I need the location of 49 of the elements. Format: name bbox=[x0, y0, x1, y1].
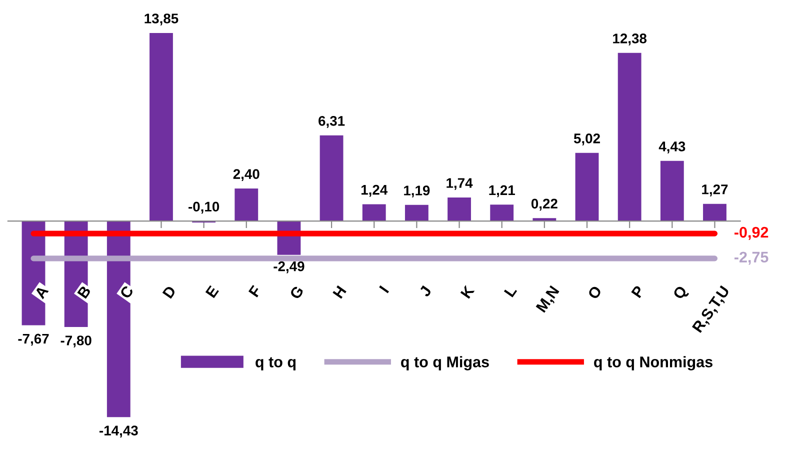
data-label: -2,49 bbox=[274, 261, 304, 274]
data-label: 1,74 bbox=[446, 178, 473, 190]
legend-label: q to q Migas bbox=[401, 356, 489, 370]
bar bbox=[575, 152, 599, 222]
x-tick-label: O bbox=[587, 285, 602, 300]
x-tick-label: D bbox=[162, 285, 176, 299]
data-label: -0,10 bbox=[188, 202, 220, 214]
data-label: -7,67 bbox=[18, 334, 49, 346]
data-label: 1,21 bbox=[489, 185, 515, 198]
data-label: 4,43 bbox=[658, 142, 686, 154]
bar bbox=[490, 204, 514, 222]
data-label: 12,38 bbox=[613, 34, 647, 46]
x-tick-label: Q bbox=[672, 285, 690, 302]
data-label: -14,43 bbox=[100, 426, 138, 438]
bar bbox=[448, 197, 471, 222]
bar bbox=[150, 32, 173, 222]
data-label: -0,92 bbox=[734, 226, 768, 240]
x-tick-label: B bbox=[77, 285, 92, 299]
x-tick-label: L bbox=[504, 284, 518, 298]
data-label: -2,75 bbox=[734, 252, 768, 265]
data-label: 5,02 bbox=[574, 134, 600, 146]
x-tick-label: G bbox=[289, 285, 304, 300]
x-tick-label: J bbox=[418, 285, 432, 298]
bar bbox=[703, 204, 726, 222]
data-label: -7,80 bbox=[60, 336, 92, 348]
data-label: 2,40 bbox=[233, 169, 260, 181]
bar bbox=[660, 160, 684, 222]
x-tick-label: I bbox=[379, 285, 389, 294]
data-label: 6,31 bbox=[318, 116, 345, 128]
data-label: 1,19 bbox=[404, 186, 430, 198]
x-tick-label: E bbox=[205, 285, 219, 298]
bar bbox=[320, 135, 344, 222]
data-label: 0,22 bbox=[531, 198, 558, 211]
x-tick-label: H bbox=[332, 285, 346, 299]
bar bbox=[362, 204, 386, 222]
legend-label: q to q Nonmigas bbox=[594, 356, 712, 370]
x-tick-label: P bbox=[631, 285, 645, 298]
bar bbox=[404, 204, 428, 222]
x-tick-label: A bbox=[34, 284, 49, 300]
x-tick-label: C bbox=[119, 284, 134, 300]
bar bbox=[618, 52, 642, 222]
bar bbox=[234, 188, 258, 222]
legend-label: q to q bbox=[256, 357, 296, 370]
x-tick-label: F bbox=[248, 285, 262, 298]
data-label: 1,24 bbox=[361, 184, 388, 197]
data-label: 13,85 bbox=[144, 14, 178, 26]
bar bbox=[106, 221, 130, 418]
data-label: 1,27 bbox=[702, 184, 728, 196]
x-tick-label: K bbox=[460, 284, 475, 299]
